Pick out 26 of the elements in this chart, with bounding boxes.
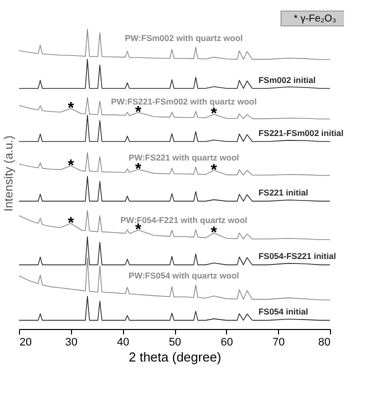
series-label: FS221 initial	[258, 188, 308, 198]
x-tick-label: 40	[117, 336, 130, 348]
x-tick-label: 80	[318, 336, 330, 348]
x-tick-label: 20	[20, 336, 32, 348]
annotation: *	[68, 100, 75, 117]
annotation: *	[210, 224, 218, 242]
annotation: *	[210, 162, 218, 179]
x-tick-label: 70	[272, 336, 285, 348]
annotation: *	[135, 222, 142, 238]
series-label: FS054-FS221 initial	[258, 251, 336, 262]
series-label: FSm002 initial	[258, 74, 316, 85]
x-tick-label: 50	[168, 336, 182, 348]
annotation: *	[135, 160, 142, 178]
x-tick-label: 60	[220, 336, 233, 348]
series-label: FS054 initial	[258, 306, 308, 317]
annotation: *	[68, 214, 75, 232]
text: * γ-Fe₂O₃	[294, 14, 336, 24]
x-tick-label: 30	[65, 336, 78, 348]
series-label: PW:FS221 with quartz wool	[128, 152, 240, 162]
annotation: *	[68, 157, 75, 174]
series-label: PW:FSm002 with quartz wool	[124, 32, 243, 43]
annotation: *	[210, 106, 218, 123]
x-axis-title: 2 theta (degree)	[128, 350, 222, 364]
series-label: FS221-FSm002 initial	[258, 128, 344, 138]
y-axis-title: Intensity (a.u.)	[2, 135, 16, 212]
series-label: PW:FS054 with quartz wool	[128, 270, 240, 280]
